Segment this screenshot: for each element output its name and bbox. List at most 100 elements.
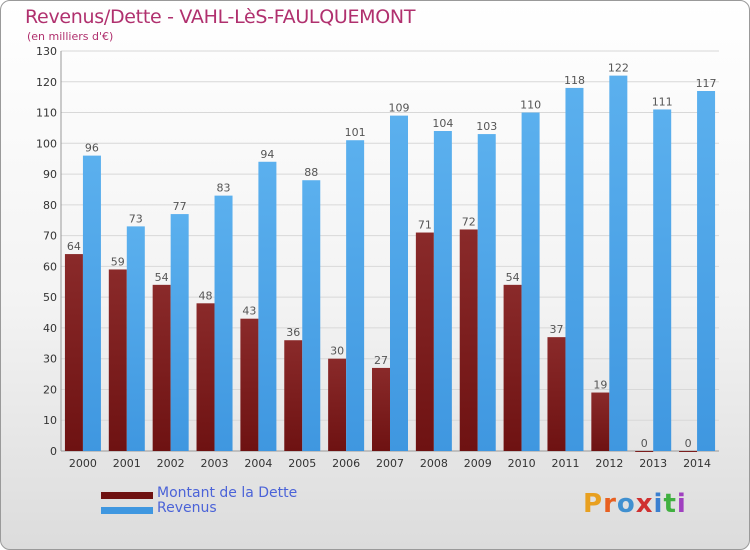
debt-bar [64, 254, 83, 451]
debt-value-label: 59 [111, 255, 125, 268]
revenue-value-label: 77 [173, 200, 187, 213]
debt-value-label: 0 [685, 437, 692, 450]
y-tick-label: 110 [36, 107, 57, 120]
debt-bar [196, 303, 215, 451]
revenue-bar [346, 140, 365, 451]
y-tick-label: 120 [36, 76, 57, 89]
y-tick-label: 0 [50, 445, 57, 458]
debt-value-label: 64 [67, 240, 81, 253]
legend-label-debt: Montant de la Dette [157, 485, 298, 501]
revenue-value-label: 73 [129, 212, 143, 225]
revenue-bar [697, 91, 716, 451]
revenue-bar [302, 180, 321, 451]
logo-letter: r [603, 489, 617, 519]
chart-title: Revenus/Dette - VAHL-LèS-FAULQUEMONT [25, 6, 416, 28]
x-tick-label: 2000 [69, 457, 97, 470]
debt-bar [547, 337, 566, 451]
revenue-bar [609, 75, 628, 451]
debt-value-label: 0 [641, 437, 648, 450]
debt-bar [240, 318, 259, 451]
x-tick-label: 2014 [683, 457, 711, 470]
debt-bar [108, 269, 127, 451]
debt-value-label: 36 [286, 326, 300, 339]
logo-letter: t [663, 489, 677, 519]
y-tick-label: 90 [43, 168, 57, 181]
revenue-value-label: 101 [345, 126, 366, 139]
revenue-bar [390, 115, 408, 451]
revenue-bar [258, 161, 277, 451]
x-tick-label: 2009 [464, 457, 492, 470]
debt-value-label: 30 [330, 345, 344, 358]
x-tick-label: 2006 [332, 457, 360, 470]
x-tick-label: 2004 [244, 457, 272, 470]
y-tick-label: 60 [43, 260, 57, 273]
revenue-value-label: 103 [476, 120, 497, 133]
x-tick-label: 2012 [595, 457, 623, 470]
x-tick-label: 2007 [376, 457, 404, 470]
chart-subtitle: (en milliers d'€) [27, 30, 114, 43]
debt-value-label: 71 [418, 219, 432, 232]
revenue-value-label: 117 [696, 77, 717, 90]
debt-bar [328, 358, 347, 451]
logo-letter: P [583, 489, 604, 519]
legend-label-revenue: Revenus [157, 500, 217, 516]
debt-value-label: 54 [506, 271, 520, 284]
x-tick-label: 2010 [508, 457, 536, 470]
revenue-bar [82, 155, 101, 451]
y-tick-label: 80 [43, 199, 57, 212]
y-tick-label: 70 [43, 230, 57, 243]
y-tick-label: 20 [43, 383, 57, 396]
revenue-bar [214, 195, 233, 451]
debt-bar [591, 392, 610, 451]
debt-bar [679, 451, 698, 452]
y-tick-label: 50 [43, 291, 57, 304]
revenue-value-label: 96 [85, 142, 99, 155]
revenue-value-label: 109 [389, 102, 410, 115]
y-tick-label: 100 [36, 137, 57, 150]
revenue-bar [521, 112, 540, 452]
x-tick-label: 2011 [551, 457, 579, 470]
debt-bar [284, 340, 303, 451]
debt-value-label: 54 [155, 271, 169, 284]
logo-letter: o [616, 489, 636, 519]
x-tick-label: 2013 [639, 457, 667, 470]
debt-bar [503, 284, 522, 451]
revenue-value-label: 94 [260, 148, 274, 161]
debt-bar [415, 232, 434, 451]
revenue-bar [433, 131, 452, 451]
x-tick-label: 2003 [201, 457, 229, 470]
legend-swatch-debt [101, 492, 153, 499]
debt-value-label: 27 [374, 354, 388, 367]
revenue-value-label: 104 [432, 117, 453, 130]
logo-letter: i [676, 489, 687, 519]
revenue-bar [126, 226, 145, 451]
revenue-value-label: 110 [520, 99, 541, 112]
revenue-bar [477, 134, 496, 452]
revenue-bar [653, 109, 672, 451]
debt-bar [372, 367, 390, 451]
revenue-value-label: 122 [608, 62, 629, 75]
legend-swatch-revenue [101, 507, 153, 514]
x-tick-label: 2001 [113, 457, 141, 470]
debt-bar [459, 229, 478, 451]
x-tick-label: 2002 [157, 457, 185, 470]
y-tick-label: 130 [36, 45, 57, 58]
proxiti-logo: Proxiti [583, 489, 687, 519]
debt-bar [152, 284, 171, 451]
logo-letter: i [653, 489, 664, 519]
revenue-value-label: 111 [652, 95, 673, 108]
debt-value-label: 48 [199, 289, 213, 302]
revenue-value-label: 88 [304, 166, 318, 179]
debt-value-label: 72 [462, 215, 476, 228]
x-tick-label: 2008 [420, 457, 448, 470]
debt-bar [635, 451, 654, 452]
revenue-bar [565, 87, 584, 451]
y-tick-label: 30 [43, 353, 57, 366]
y-tick-label: 40 [43, 322, 57, 335]
logo-letter: x [635, 489, 654, 519]
revenue-value-label: 83 [217, 182, 231, 195]
debt-value-label: 43 [242, 305, 256, 318]
x-tick-label: 2005 [288, 457, 316, 470]
